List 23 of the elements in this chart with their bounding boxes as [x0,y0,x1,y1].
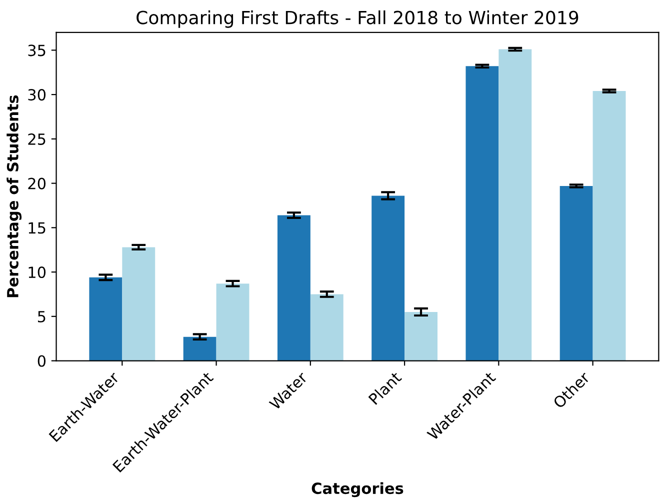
y-tick-label: 30 [28,89,46,101]
y-tick-label: 5 [38,311,46,322]
y-tick-label: 15 [28,222,46,234]
bar [372,196,405,361]
y-axis-title: Percentage of Students [6,95,22,298]
chart-title: Comparing First Drafts - Fall 2018 to Winter 2019 [136,10,578,28]
y-tick-label: 0 [38,355,46,367]
bar [498,49,532,361]
y-tick-label: 10 [28,266,46,278]
bar [310,294,344,361]
bar [277,215,310,361]
bar [466,66,499,361]
bar [89,277,122,361]
bar [592,91,626,361]
bar [122,247,156,361]
bar [216,284,250,361]
y-tick-label: 20 [28,178,46,190]
bar [183,336,216,361]
bar [404,312,438,361]
bar [560,186,593,361]
x-axis-title: Categories [312,482,404,498]
y-tick-label: 35 [28,44,46,56]
y-tick-label: 25 [28,133,46,145]
